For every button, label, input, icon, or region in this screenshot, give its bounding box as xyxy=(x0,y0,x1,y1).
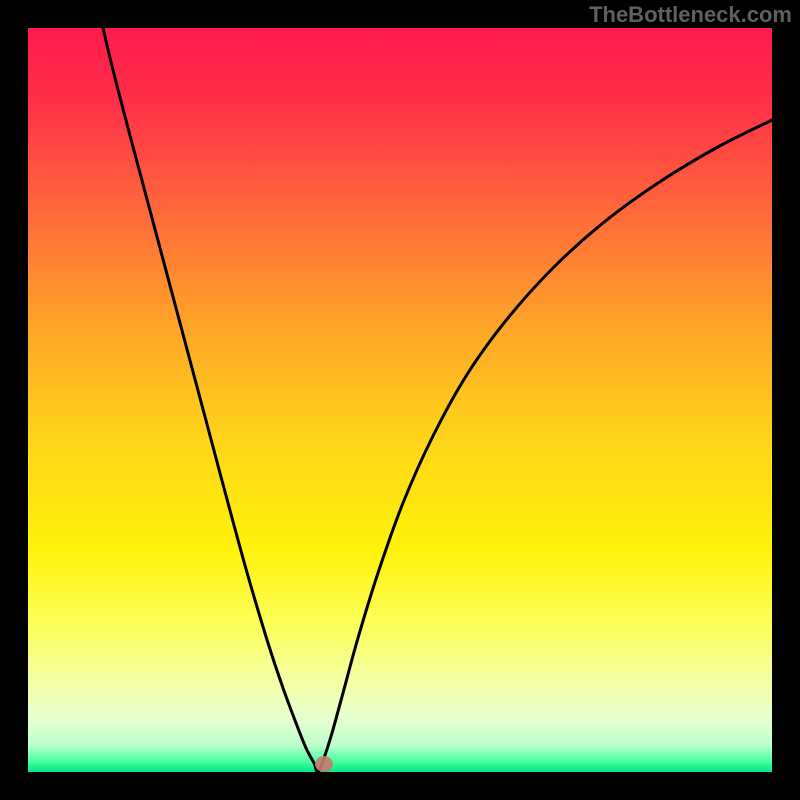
optimum-marker xyxy=(315,756,333,772)
chart-frame: TheBottleneck.com xyxy=(0,0,800,800)
plot-background xyxy=(28,28,772,772)
bottleneck-chart xyxy=(0,0,800,800)
